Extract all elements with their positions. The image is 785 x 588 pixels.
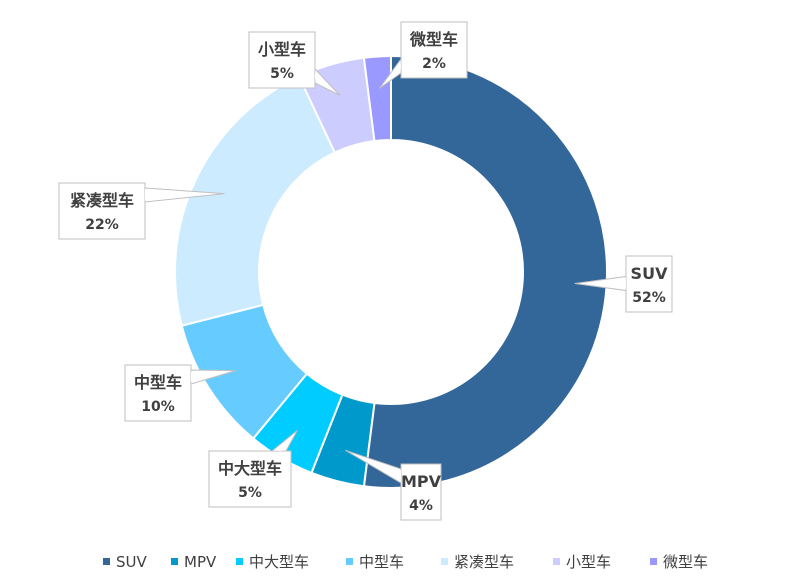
callout-box (124, 364, 192, 422)
callout-seam (191, 370, 192, 384)
slice-4 (174, 75, 337, 327)
legend-swatch (650, 558, 657, 565)
data-label-name: SUV (631, 264, 669, 283)
legend-swatch (441, 558, 448, 565)
legend-swatch (553, 558, 560, 565)
data-label-name: 紧凑型车 (70, 191, 134, 210)
data-label-value: 52% (632, 290, 666, 306)
legend-label: 小型车 (566, 553, 611, 571)
slices (174, 54, 608, 489)
callout-box (400, 21, 468, 79)
data-label-name: 中大型车 (218, 459, 282, 478)
data-label-name: 小型车 (258, 40, 306, 59)
legend-item-1: MPV (171, 553, 217, 571)
slice-0 (362, 54, 608, 489)
legend-swatch (346, 558, 353, 565)
callout-box (58, 182, 146, 240)
callout-2: 中大型车 5% (208, 429, 298, 508)
callout-0: SUV 52% (574, 255, 673, 313)
data-label-value: 10% (141, 399, 175, 415)
legend-label: SUV (116, 553, 148, 571)
callout-box (208, 450, 292, 508)
legend-label: 紧凑型车 (454, 553, 514, 571)
data-label-name: 中型车 (134, 373, 182, 392)
callout-box (248, 31, 316, 89)
callout-5: 小型车 5% (248, 31, 341, 96)
legend-item-0: SUV (103, 553, 148, 571)
callout-seam (399, 469, 401, 483)
legend-label: MPV (184, 553, 217, 571)
legend-item-5: 小型车 (553, 553, 611, 571)
legend-item-2: 中大型车 (236, 553, 309, 571)
callout-seam (145, 188, 147, 202)
legend-swatch (171, 558, 178, 565)
callout-1: MPV 4% (344, 449, 442, 521)
data-label-value: 5% (270, 66, 294, 82)
data-label-value: 4% (409, 498, 433, 514)
legend-label: 中大型车 (249, 553, 309, 571)
callout-box (400, 463, 442, 521)
legend-swatch (103, 558, 110, 565)
slice-6 (362, 54, 392, 143)
callout-6: 微型车 2% (379, 21, 468, 89)
legend-label: 微型车 (663, 553, 708, 571)
data-label-value: 5% (238, 485, 262, 501)
callout-seam (624, 276, 626, 291)
callout-box (625, 255, 673, 313)
legend-item-4: 紧凑型车 (441, 553, 514, 571)
data-label-value: 22% (85, 217, 119, 233)
legend-item-6: 微型车 (650, 553, 708, 571)
legend: SUV MPV 中大型车 中型车 紧凑型车 小型车 微型车 (103, 553, 708, 571)
callout-3: 中型车 10% (124, 364, 236, 422)
legend-label: 中型车 (359, 553, 404, 571)
legend-swatch (236, 558, 243, 565)
data-label-name: 微型车 (409, 30, 458, 49)
data-labels: SUV 52% MPV 4% 中大型车 5% 中型车 10% 紧凑型车 22% 小型车 5% 微型车 2% (58, 21, 673, 521)
legend-item-3: 中型车 (346, 553, 404, 571)
data-label-value: 2% (422, 56, 446, 72)
callout-4: 紧凑型车 22% (58, 182, 225, 240)
data-label-name: MPV (401, 472, 442, 491)
